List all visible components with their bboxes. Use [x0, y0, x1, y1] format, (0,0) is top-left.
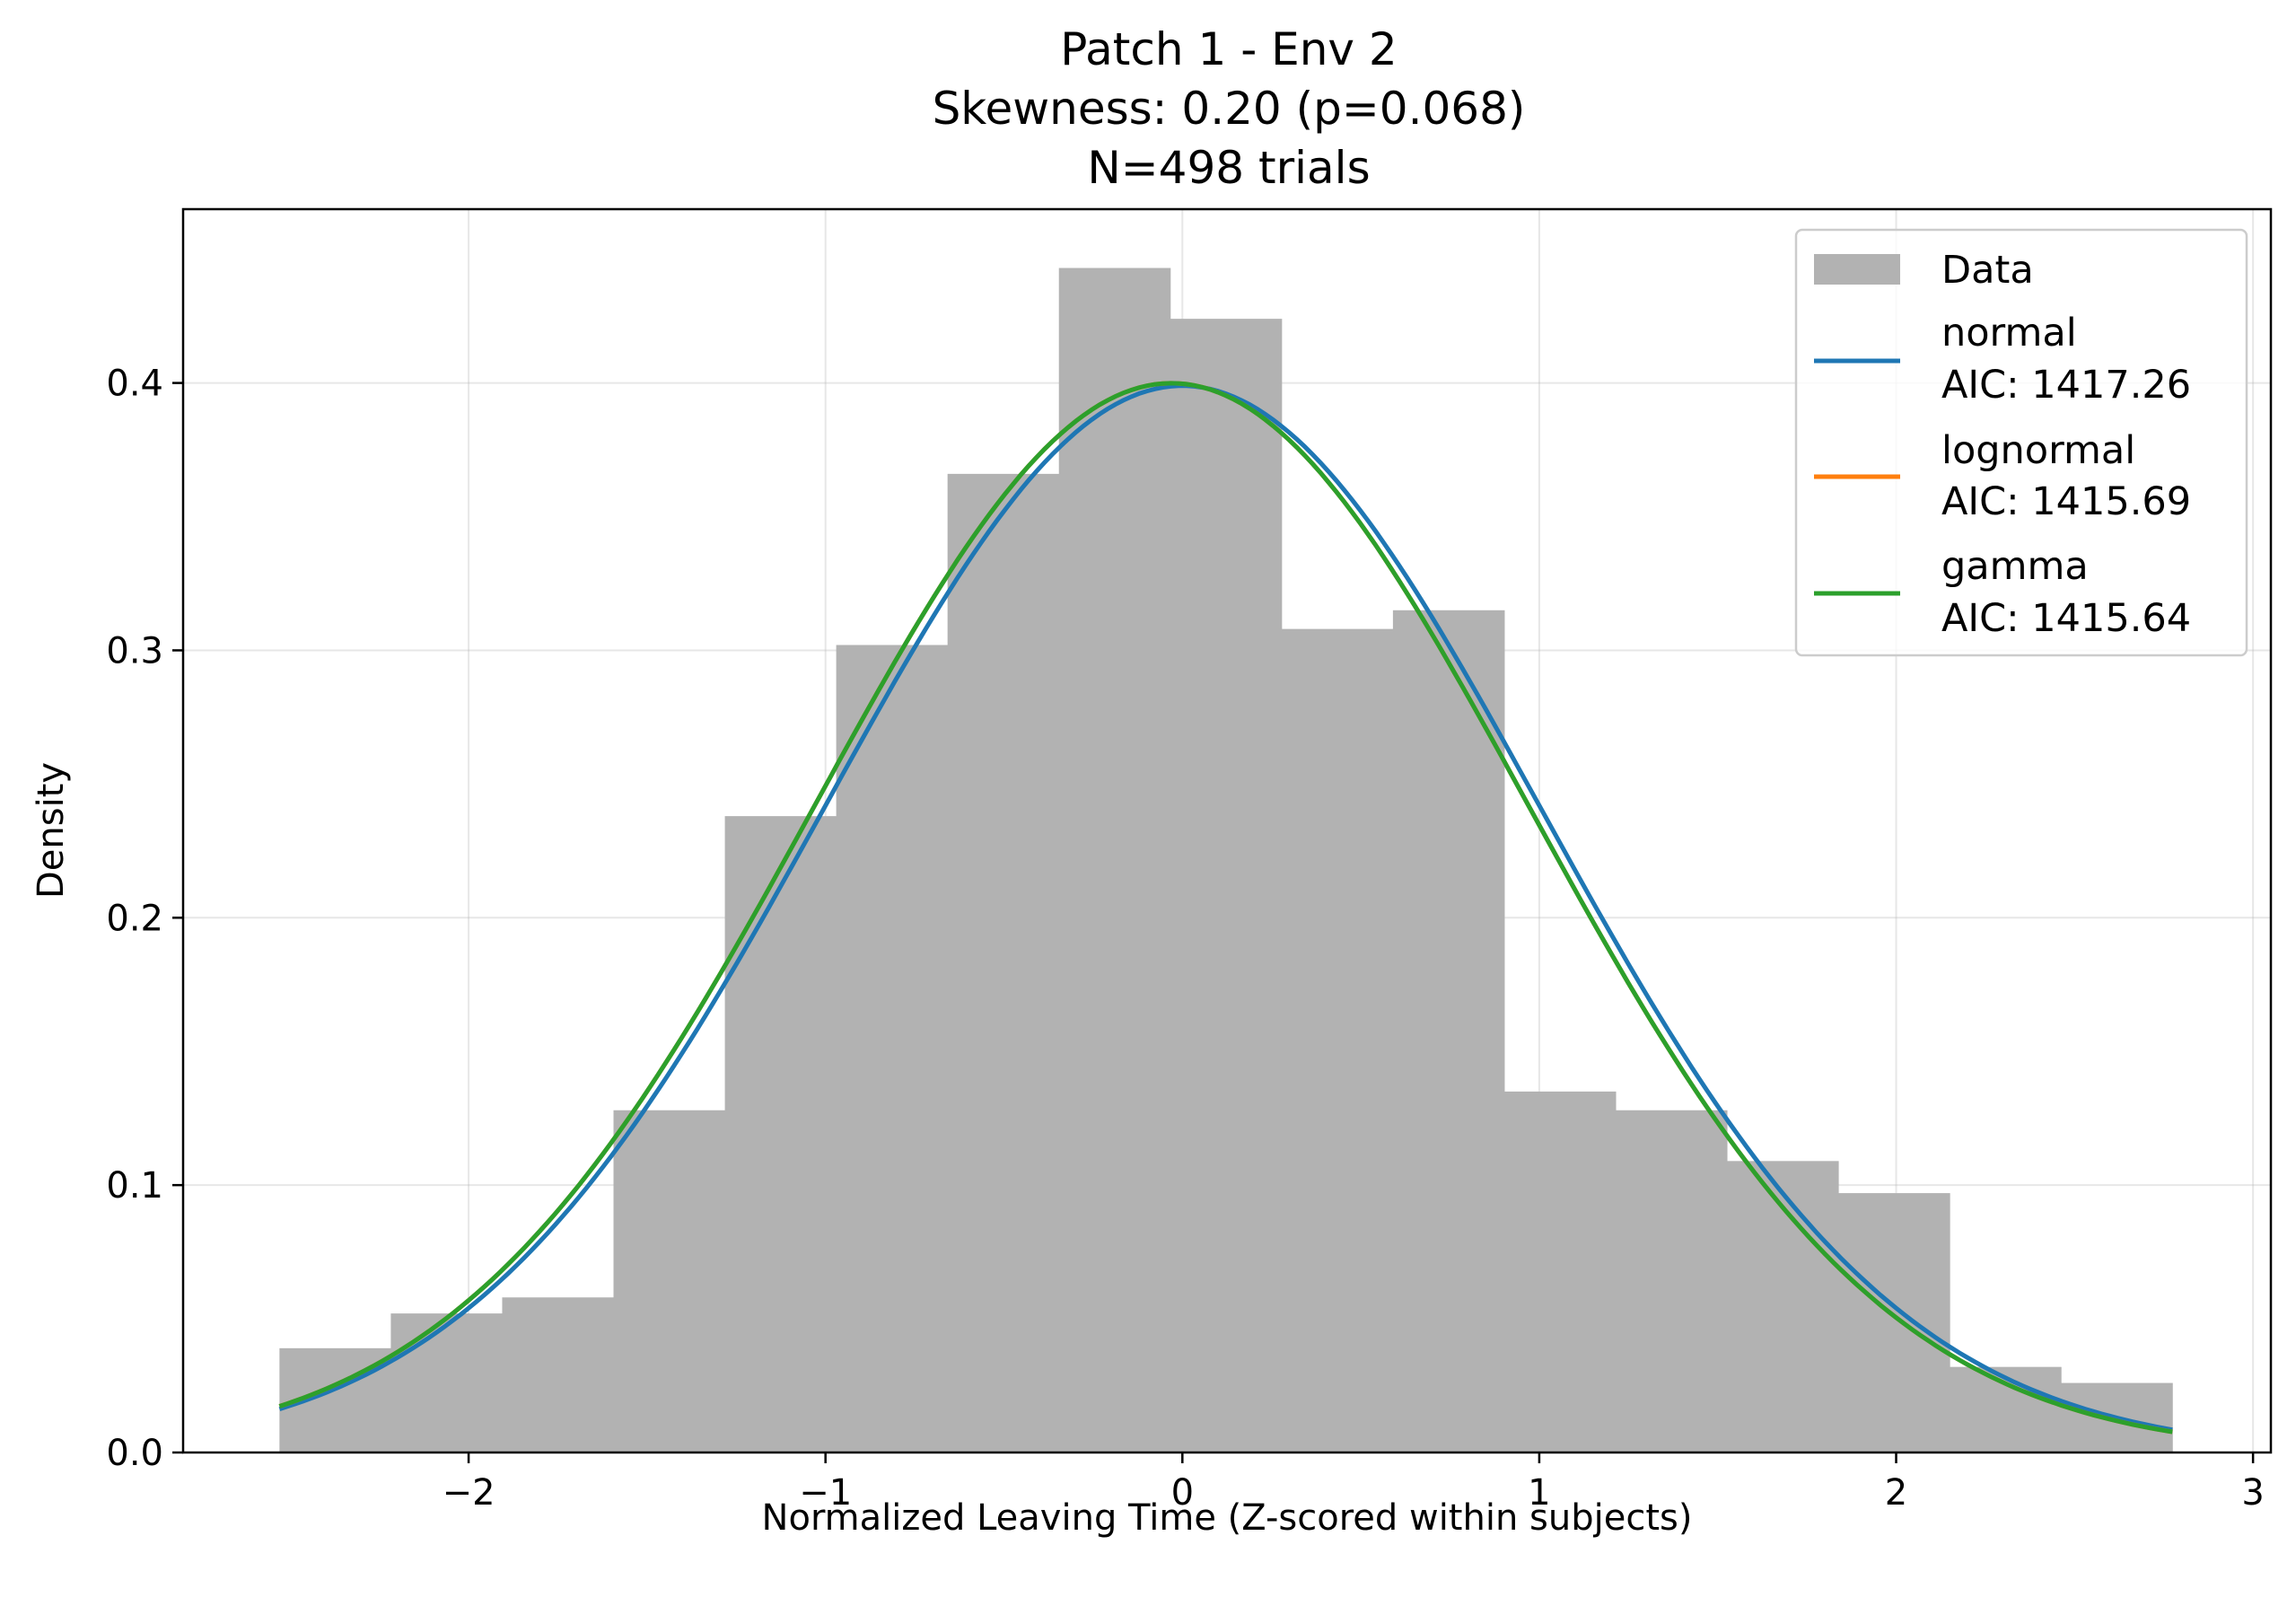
legend-swatch-data	[1814, 254, 1900, 285]
legend: Data normal AIC: 1417.26 lognormal AIC: …	[1794, 228, 2248, 657]
histogram-bar-11	[1503, 1091, 1617, 1452]
y-tick-label-4: 0.4	[106, 364, 163, 405]
x-tick-label-2: 0	[1171, 1472, 1194, 1514]
legend-label-lognormal: lognormal	[1941, 428, 2135, 473]
plot-frame	[181, 207, 2273, 1454]
histogram-bars	[279, 268, 2173, 1453]
y-axis-ticks: 0.0 0.1 0.2 0.3 0.4	[106, 364, 183, 1474]
histogram-bar-12	[1615, 1110, 1728, 1452]
x-tick-label-4: 2	[1885, 1472, 1907, 1514]
x-tick-label-1: −1	[799, 1472, 852, 1514]
legend-label-gamma: gamma	[1941, 544, 2089, 589]
histogram-bar-10	[1392, 610, 1505, 1452]
histogram-bar-5	[836, 645, 949, 1452]
legend-aic-normal: AIC: 1417.26	[1941, 363, 2191, 408]
histogram-bar-9	[1281, 628, 1394, 1452]
x-axis-label: Normalized Leaving Time (Z-scored within…	[762, 1497, 1693, 1539]
y-tick-label-2: 0.2	[106, 898, 163, 939]
histogram-bar-6	[947, 473, 1060, 1452]
legend-label-normal: normal	[1941, 311, 2077, 355]
histogram-bar-7	[1058, 268, 1171, 1453]
legend-label-data: Data	[1941, 248, 2034, 293]
histogram-bar-4	[724, 816, 837, 1452]
x-tick-label-3: 1	[1528, 1472, 1550, 1514]
y-tick-label-0: 0.0	[106, 1433, 163, 1474]
x-axis-ticks: −2 −1 0 1 2 3	[443, 1452, 2265, 1514]
histogram-bar-2	[502, 1297, 615, 1452]
fit-curves	[278, 381, 2173, 1435]
y-tick-label-1: 0.1	[106, 1165, 163, 1207]
legend-aic-gamma: AIC: 1415.64	[1941, 596, 2191, 641]
chart-title-line-2: Skewness: 0.20 (p=0.068)	[933, 83, 1526, 135]
curve-gamma	[278, 381, 2173, 1435]
chart-title-line-3: N=498 trials	[1087, 142, 1370, 194]
legend-aic-lognormal: AIC: 1415.69	[1941, 479, 2191, 524]
histogram-bar-1	[390, 1313, 503, 1452]
x-tick-label-0: −2	[443, 1472, 495, 1514]
histogram-bar-14	[1838, 1193, 1950, 1452]
histogram-bar-3	[613, 1110, 726, 1452]
chart-title-line-1: Patch 1 - Env 2	[1060, 23, 1397, 75]
y-tick-label-3: 0.3	[106, 630, 163, 671]
x-tick-label-5: 3	[2241, 1472, 2264, 1514]
y-axis-label: Density	[31, 762, 72, 899]
legend-frame	[1794, 228, 2248, 657]
histogram-bar-8	[1170, 319, 1283, 1452]
